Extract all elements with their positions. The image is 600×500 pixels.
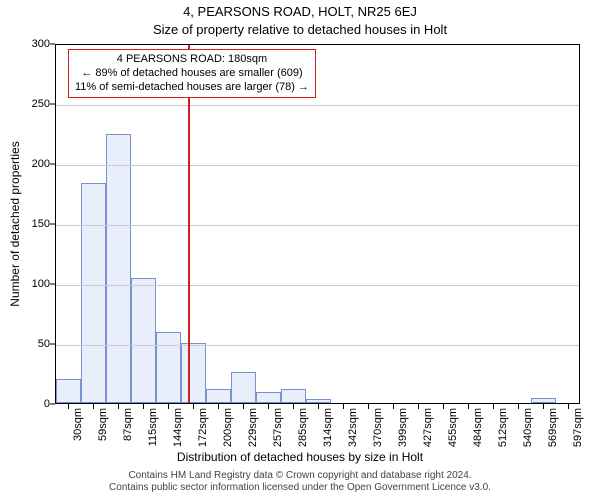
x-tick-mark [543, 404, 544, 409]
annotation-line-3: 11% of semi-detached houses are larger (… [75, 81, 309, 95]
x-tick-label: 597sqm [572, 408, 584, 447]
histogram-bar [131, 278, 156, 403]
x-tick-mark [493, 404, 494, 409]
x-tick-label: 342sqm [347, 408, 359, 447]
histogram-bar [281, 389, 306, 403]
x-tick-mark [68, 404, 69, 409]
histogram-bar [81, 183, 106, 403]
x-tick-label: 399sqm [397, 408, 409, 447]
x-tick-mark [268, 404, 269, 409]
x-tick-label: 484sqm [472, 408, 484, 447]
x-tick-label: 569sqm [547, 408, 559, 447]
histogram-bar [56, 379, 81, 403]
x-axis-label: Distribution of detached houses by size … [0, 450, 600, 464]
x-tick-label: 200sqm [222, 408, 234, 447]
y-tick-label: 200 [10, 158, 50, 170]
gridline [56, 345, 579, 346]
gridline [56, 105, 579, 106]
annotation-line-2: ← 89% of detached houses are smaller (60… [75, 67, 309, 81]
y-tick-label: 250 [10, 98, 50, 110]
annotation-line-1: 4 PEARSONS ROAD: 180sqm [75, 53, 309, 67]
histogram-bar [531, 398, 556, 403]
x-tick-label: 285sqm [297, 408, 309, 447]
histogram-bar [231, 372, 256, 403]
x-tick-label: 455sqm [447, 408, 459, 447]
histogram-bar [256, 392, 281, 403]
y-tick-mark [50, 224, 55, 225]
chart-title-main: 4, PEARSONS ROAD, HOLT, NR25 6EJ [0, 4, 600, 19]
y-tick-label: 300 [10, 38, 50, 50]
y-tick-mark [50, 104, 55, 105]
x-tick-label: 370sqm [372, 408, 384, 447]
x-tick-mark [218, 404, 219, 409]
x-tick-label: 172sqm [197, 408, 209, 447]
x-tick-mark [418, 404, 419, 409]
marker-vertical-line [188, 45, 190, 403]
footer-attribution: Contains HM Land Registry data © Crown c… [0, 470, 600, 494]
y-tick-label: 150 [10, 218, 50, 230]
chart-title-sub: Size of property relative to detached ho… [0, 22, 600, 37]
x-tick-mark [343, 404, 344, 409]
x-tick-label: 115sqm [147, 408, 159, 446]
y-tick-mark [50, 284, 55, 285]
histogram-bar [106, 134, 131, 403]
gridline [56, 165, 579, 166]
y-tick-label: 50 [10, 338, 50, 350]
x-tick-mark [143, 404, 144, 409]
gridline [56, 225, 579, 226]
x-tick-mark [468, 404, 469, 409]
x-tick-mark [293, 404, 294, 409]
gridline [56, 285, 579, 286]
histogram-bar [181, 343, 206, 403]
x-tick-mark [568, 404, 569, 409]
x-tick-mark [168, 404, 169, 409]
x-tick-mark [393, 404, 394, 409]
chart-container: 4, PEARSONS ROAD, HOLT, NR25 6EJ Size of… [0, 0, 600, 500]
x-tick-label: 87sqm [122, 408, 134, 441]
x-tick-mark [118, 404, 119, 409]
y-tick-mark [50, 404, 55, 405]
histogram-bar [206, 389, 231, 403]
x-tick-label: 512sqm [497, 408, 509, 447]
y-tick-mark [50, 164, 55, 165]
x-tick-label: 229sqm [247, 408, 259, 447]
histogram-bar [306, 399, 331, 403]
footer-line-2: Contains public sector information licen… [0, 482, 600, 494]
x-tick-mark [193, 404, 194, 409]
x-tick-mark [243, 404, 244, 409]
x-tick-mark [368, 404, 369, 409]
x-tick-label: 257sqm [272, 408, 284, 447]
y-tick-label: 100 [10, 278, 50, 290]
plot-area: 4 PEARSONS ROAD: 180sqm ← 89% of detache… [55, 44, 580, 404]
histogram-bar [156, 332, 181, 403]
x-tick-label: 59sqm [97, 408, 109, 441]
x-tick-mark [93, 404, 94, 409]
footer-line-1: Contains HM Land Registry data © Crown c… [0, 470, 600, 482]
y-tick-label: 0 [10, 398, 50, 410]
x-tick-mark [518, 404, 519, 409]
x-tick-label: 540sqm [522, 408, 534, 447]
y-tick-mark [50, 44, 55, 45]
x-tick-mark [318, 404, 319, 409]
x-tick-label: 144sqm [172, 408, 184, 447]
annotation-box: 4 PEARSONS ROAD: 180sqm ← 89% of detache… [68, 49, 316, 98]
y-tick-mark [50, 344, 55, 345]
x-tick-label: 30sqm [72, 408, 84, 441]
x-tick-label: 427sqm [422, 408, 434, 447]
x-tick-label: 314sqm [322, 408, 334, 447]
x-tick-mark [443, 404, 444, 409]
